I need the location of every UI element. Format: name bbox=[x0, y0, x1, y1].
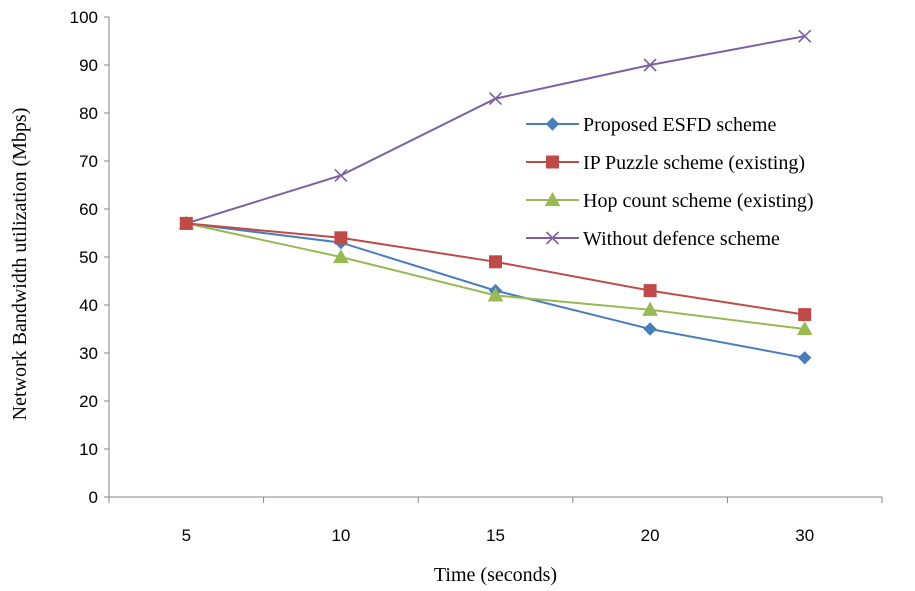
y-tick-label: 20 bbox=[79, 392, 98, 411]
data-point bbox=[798, 29, 812, 43]
x-tick-label: 15 bbox=[486, 526, 505, 545]
series-layer bbox=[178, 29, 813, 365]
y-axis-title: Network Bandwidth utilization (Mbps) bbox=[9, 108, 31, 421]
legend-item: Without defence scheme bbox=[526, 228, 780, 250]
y-tick-label: 40 bbox=[79, 296, 98, 315]
legend-item: IP Puzzle scheme (existing) bbox=[526, 152, 805, 174]
legend-marker bbox=[545, 231, 560, 245]
y-tick-label: 70 bbox=[79, 152, 98, 171]
x-axis-title: Time (seconds) bbox=[434, 564, 557, 586]
y-tick-label: 60 bbox=[79, 200, 98, 219]
legend-label: Hop count scheme (existing) bbox=[583, 190, 814, 212]
data-point bbox=[798, 308, 812, 322]
data-point bbox=[488, 92, 503, 106]
legend-label: Without defence scheme bbox=[583, 228, 780, 250]
x-tick-label: 20 bbox=[641, 526, 660, 545]
series-2 bbox=[179, 216, 812, 322]
legend: Proposed ESFD scheme IP Puzzle scheme (ex… bbox=[526, 114, 814, 250]
data-point bbox=[333, 248, 349, 264]
data-point bbox=[643, 58, 657, 72]
legend-item: Proposed ESFD scheme bbox=[526, 114, 776, 136]
legend-marker bbox=[546, 155, 559, 169]
data-point bbox=[643, 284, 657, 298]
y-tick-label: 0 bbox=[89, 488, 98, 507]
data-point bbox=[489, 255, 502, 269]
y-tick-label: 10 bbox=[79, 440, 98, 459]
y-tick-label: 90 bbox=[79, 56, 98, 75]
x-tick-label: 30 bbox=[795, 526, 814, 545]
data-point bbox=[334, 168, 348, 182]
data-point bbox=[642, 301, 658, 316]
legend-marker bbox=[545, 117, 560, 131]
data-point bbox=[179, 216, 193, 230]
data-point bbox=[334, 231, 348, 245]
data-point bbox=[797, 351, 812, 365]
y-tick-label: 50 bbox=[79, 248, 98, 267]
legend-label: Proposed ESFD scheme bbox=[583, 114, 776, 136]
data-point bbox=[796, 320, 813, 336]
x-tick-label: 10 bbox=[331, 526, 350, 545]
y-tick-label: 80 bbox=[79, 104, 98, 123]
y-tick-label: 30 bbox=[79, 344, 98, 363]
legend-item: Hop count scheme (existing) bbox=[526, 190, 814, 212]
x-axis-ticks: 5 10 15 20 30 bbox=[108, 497, 883, 545]
legend-marker bbox=[544, 191, 561, 207]
y-axis-ticks: 0 10 20 30 40 50 60 70 80 90 100 bbox=[70, 8, 109, 507]
x-tick-label: 5 bbox=[182, 526, 191, 545]
legend-label: IP Puzzle scheme (existing) bbox=[583, 152, 805, 174]
data-point bbox=[643, 322, 657, 336]
y-tick-label: 100 bbox=[70, 8, 98, 27]
data-point bbox=[487, 287, 504, 302]
